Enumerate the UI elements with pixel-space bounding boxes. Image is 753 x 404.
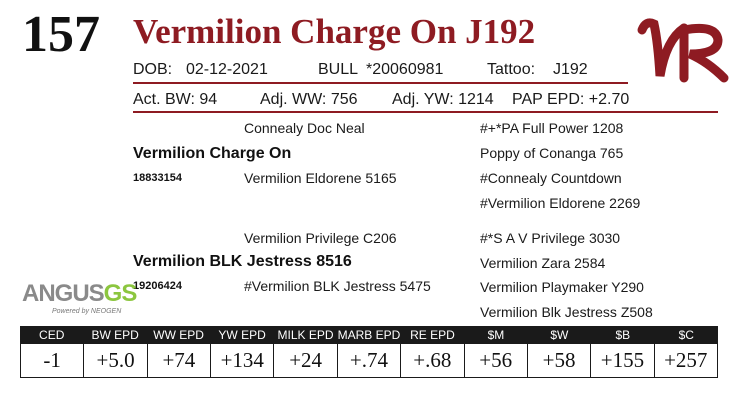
divider-bottom (133, 111, 718, 113)
dam-sire: Vermilion Privilege C206 (244, 229, 397, 247)
sire-dam-sire: #Connealy Countdown (480, 169, 622, 187)
epd-value-yw: +134 (211, 344, 274, 377)
registration-number: *20060981 (366, 60, 443, 80)
sire-sire-sire: #+*PA Full Power 1208 (480, 119, 623, 137)
sire-dam: Vermilion Eldorene 5165 (244, 169, 397, 187)
angus-gs-logo: ANGUSGS Powered by NEOGEN (22, 281, 132, 321)
angus-logo-text: ANGUS (22, 280, 104, 307)
dob-label: DOB: (133, 60, 172, 80)
dam-dam-sire: Vermilion Playmaker Y290 (480, 278, 644, 296)
gs-logo-text: GS (104, 280, 137, 307)
epd-header-ced: CED (20, 326, 83, 344)
tattoo-label: Tattoo: (487, 60, 535, 80)
animal-name: Vermilion Charge On J192 (133, 12, 535, 52)
epd-value-re: +.68 (401, 344, 464, 377)
sire-name: Vermilion Charge On (133, 144, 291, 164)
epd-value-m: +56 (465, 344, 528, 377)
epd-value-ww: +74 (148, 344, 211, 377)
sire-sire: Connealy Doc Neal (244, 119, 365, 137)
tattoo-value: J192 (553, 60, 588, 80)
epd-header-re: RE EPD (401, 326, 464, 344)
dam-sire-dam: Vermilion Zara 2584 (480, 254, 605, 272)
epd-value-bw: +5.0 (84, 344, 147, 377)
adj-ww: Adj. WW: 756 (260, 90, 358, 110)
epd-header-row: CED BW EPD WW EPD YW EPD MILK EPD MARB E… (20, 326, 718, 344)
dam-sire-sire: #*S A V Privilege 3030 (480, 229, 620, 247)
epd-value-c: +257 (655, 344, 717, 377)
dam-name: Vermilion BLK Jestress 8516 (133, 252, 352, 272)
sire-registration: 18833154 (133, 171, 182, 185)
sire-sire-dam: Poppy of Conanga 765 (480, 144, 623, 162)
pap-epd: PAP EPD: +2.70 (512, 90, 629, 110)
vr-brand-logo (632, 10, 732, 90)
epd-value-w: +58 (528, 344, 591, 377)
epd-header-m: $M (464, 326, 527, 344)
epd-header-milk: MILK EPD (274, 326, 337, 344)
epd-header-w: $W (528, 326, 591, 344)
dam-registration: 19206424 (133, 279, 182, 293)
epd-header-b: $B (591, 326, 654, 344)
epd-value-b: +155 (591, 344, 654, 377)
epd-header-marb: MARB EPD (337, 326, 400, 344)
dam-dam-dam: Vermilion Blk Jestress Z508 (480, 303, 653, 321)
divider-top (133, 82, 628, 84)
epd-value-milk: +24 (274, 344, 337, 377)
sex-label: BULL (318, 60, 358, 80)
epd-value-row: -1 +5.0 +74 +134 +24 +.74 +.68 +56 +58 +… (20, 344, 718, 378)
lot-number: 157 (22, 6, 100, 64)
epd-header-ww: WW EPD (147, 326, 210, 344)
epd-header-yw: YW EPD (210, 326, 273, 344)
epd-value-ced: -1 (21, 344, 84, 377)
epd-header-bw: BW EPD (83, 326, 146, 344)
epd-value-marb: +.74 (338, 344, 401, 377)
neogen-subtext: Powered by NEOGEN (22, 307, 132, 316)
adj-yw: Adj. YW: 1214 (392, 90, 494, 110)
sire-dam-dam: #Vermilion Eldorene 2269 (480, 194, 640, 212)
dob-value: 02-12-2021 (186, 60, 268, 80)
act-bw: Act. BW: 94 (133, 90, 217, 110)
epd-header-c: $C (655, 326, 718, 344)
dam-dam: #Vermilion BLK Jestress 5475 (244, 277, 431, 295)
